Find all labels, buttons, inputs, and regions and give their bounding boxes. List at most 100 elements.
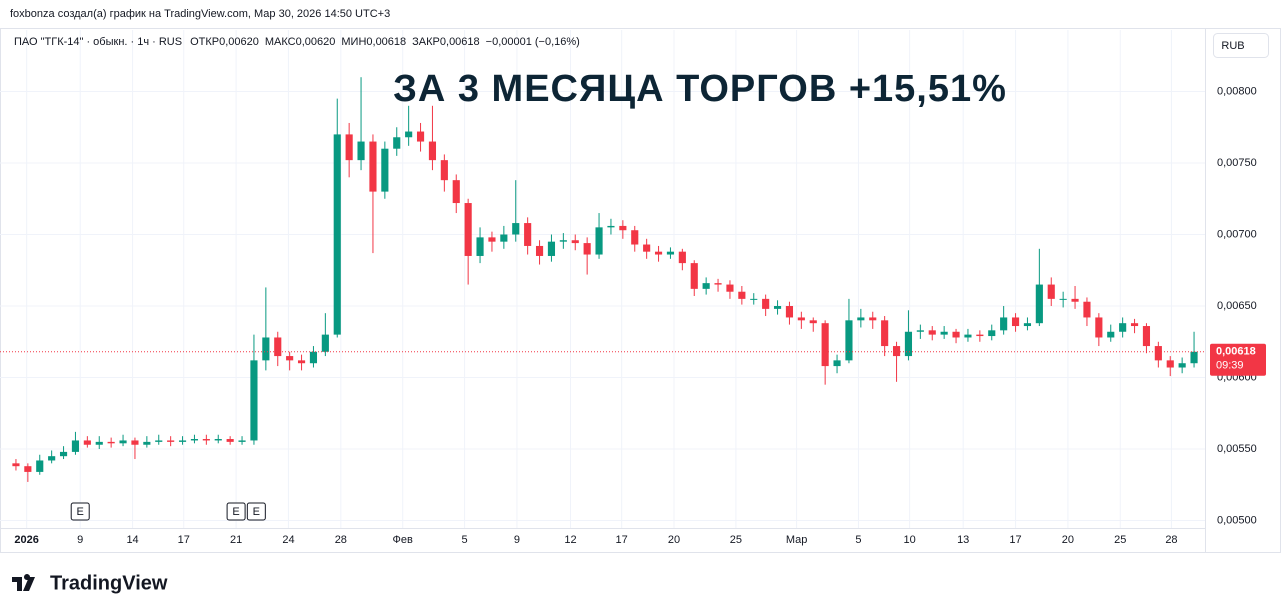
candle-body: [643, 244, 651, 252]
candle-body: [881, 320, 889, 347]
legend-value: 0,00620: [219, 36, 259, 48]
event-label: E: [253, 506, 260, 518]
candle-body: [940, 331, 948, 335]
y-tick-label: 0,00650: [1217, 300, 1257, 312]
candle-body: [1178, 363, 1186, 368]
candle-body: [571, 240, 579, 244]
candle-body: [83, 440, 91, 445]
x-tick-label: 17: [616, 534, 628, 546]
legend-label: МАКС: [265, 36, 296, 48]
candle-body: [1095, 317, 1103, 338]
candle-body: [214, 439, 222, 441]
candle-body: [952, 331, 960, 338]
candle-body: [762, 298, 770, 309]
x-tick-label: 9: [77, 534, 83, 546]
candle-body: [869, 317, 877, 321]
y-tick-label: 0,00550: [1217, 443, 1257, 455]
x-tick-label: 13: [957, 534, 969, 546]
candle-body: [904, 331, 913, 357]
x-tick-label: 10: [904, 534, 916, 546]
candle-body: [48, 456, 56, 461]
author-line: foxbonza создал(а) график на TradingView…: [10, 8, 390, 20]
candle-body: [988, 330, 996, 337]
x-tick-label: 5: [462, 534, 468, 546]
candle-body: [131, 440, 139, 445]
candle-body: [1154, 346, 1162, 361]
y-tick-label: 0,00500: [1217, 514, 1257, 526]
candle-body: [107, 441, 115, 444]
candle-body: [809, 320, 817, 324]
candle-body: [1130, 323, 1139, 327]
x-tick-label: 28: [335, 534, 347, 546]
candle-body: [607, 225, 615, 228]
candle-body: [71, 440, 80, 452]
x-tick-label: 21: [230, 534, 242, 546]
y-tick-label: 0,00700: [1217, 228, 1257, 240]
candle-body: [559, 240, 567, 242]
candle-body: [369, 141, 377, 192]
candle-body: [726, 284, 734, 292]
candle-body: [738, 291, 746, 299]
y-tick-label: 0,00800: [1217, 85, 1257, 97]
candle-body: [678, 251, 686, 264]
currency-button[interactable]: [1213, 33, 1269, 58]
candle-body: [1083, 301, 1091, 318]
candle-body: [226, 439, 234, 442]
candle-body: [547, 241, 556, 256]
x-tick-label: 9: [514, 534, 520, 546]
candle-body: [393, 137, 401, 149]
candle-body: [750, 298, 758, 300]
candle-body: [464, 203, 472, 256]
candle-body: [12, 463, 20, 467]
countdown: 09:39: [1216, 360, 1244, 372]
candle-body: [286, 356, 294, 361]
candle-body: [1107, 331, 1115, 338]
candle-body: [202, 439, 210, 441]
candle-body: [1071, 298, 1079, 302]
candle-body: [535, 245, 544, 256]
candle-body: [1190, 351, 1198, 364]
candle-body: [857, 317, 865, 321]
last-price-label: 0,00618: [1216, 346, 1256, 358]
candle-body: [309, 351, 318, 364]
legend: ПАО "ТГК-14" · обыкн. · 1ч · RUS ОТКР 0,0…: [14, 36, 580, 48]
candle-body: [702, 283, 710, 289]
x-tick-label: 2026: [14, 534, 38, 546]
candle-body: [416, 131, 425, 142]
candle-body: [964, 334, 972, 338]
candle-body: [714, 283, 722, 285]
x-tick-label: Мар: [786, 534, 808, 546]
legend-label: ЗАКР: [412, 36, 440, 48]
candle-body: [1047, 284, 1055, 299]
candle-body: [666, 251, 675, 255]
candle-body: [405, 131, 413, 138]
x-tick-label: Фев: [393, 534, 413, 546]
candle-body: [428, 141, 437, 161]
x-tick-label: 14: [126, 534, 138, 546]
last-price-box: [1210, 343, 1266, 376]
legend-label: ОТКР: [190, 36, 219, 48]
candle-body: [524, 223, 532, 246]
event-marker: [246, 502, 266, 521]
currency-label[interactable]: RUB: [1221, 40, 1244, 52]
candle-body: [1000, 317, 1008, 331]
candle-body: [36, 460, 44, 472]
legend-value: 0,00618: [440, 36, 480, 48]
candle-body: [785, 306, 794, 318]
legend-value: 0,00620: [296, 36, 336, 48]
x-tick-label: 25: [1114, 534, 1126, 546]
x-tick-label: 25: [730, 534, 742, 546]
candle-body: [1059, 298, 1067, 300]
candle-body: [1119, 323, 1127, 332]
y-tick-label: 0,00750: [1217, 157, 1257, 169]
event-label: E: [77, 506, 84, 518]
symbol: ПАО "ТГК-14" · обыкн. · 1ч · RUS: [14, 36, 182, 48]
logo-text: TradingView: [50, 572, 168, 594]
logo-icon: [12, 574, 35, 591]
candle-body: [1023, 323, 1032, 327]
legend-change: −0,00001 (−0,16%): [486, 36, 580, 48]
legend-value: 0,00618: [366, 36, 406, 48]
candle-body: [155, 440, 163, 442]
candle-body: [59, 451, 68, 457]
